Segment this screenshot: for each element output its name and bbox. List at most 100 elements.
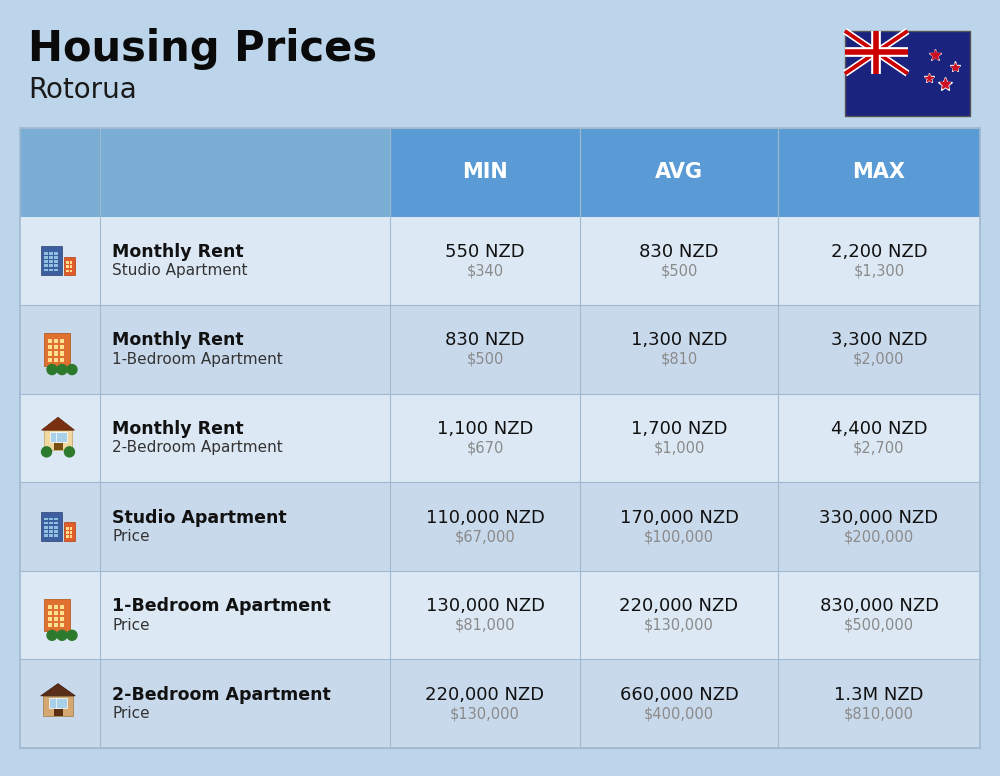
Text: Rotorua: Rotorua xyxy=(28,76,137,104)
FancyBboxPatch shape xyxy=(54,441,62,450)
FancyBboxPatch shape xyxy=(44,526,48,528)
Text: $1,300: $1,300 xyxy=(853,263,905,279)
FancyBboxPatch shape xyxy=(44,252,48,255)
Text: 130,000 NZD: 130,000 NZD xyxy=(426,598,544,615)
FancyBboxPatch shape xyxy=(44,518,48,520)
FancyBboxPatch shape xyxy=(54,256,58,258)
FancyBboxPatch shape xyxy=(70,269,72,272)
Polygon shape xyxy=(41,684,75,696)
FancyBboxPatch shape xyxy=(49,535,53,537)
Text: 110,000 NZD: 110,000 NZD xyxy=(426,508,544,527)
Text: MIN: MIN xyxy=(462,162,508,182)
Text: $130,000: $130,000 xyxy=(450,706,520,721)
FancyBboxPatch shape xyxy=(54,530,58,533)
FancyBboxPatch shape xyxy=(44,530,48,533)
FancyBboxPatch shape xyxy=(54,339,58,343)
FancyBboxPatch shape xyxy=(48,611,52,615)
Text: Price: Price xyxy=(112,529,150,544)
Text: $670: $670 xyxy=(466,441,504,456)
Text: Price: Price xyxy=(112,706,150,721)
FancyBboxPatch shape xyxy=(41,247,62,275)
FancyBboxPatch shape xyxy=(48,352,52,355)
Text: $2,700: $2,700 xyxy=(853,441,905,456)
FancyBboxPatch shape xyxy=(49,260,53,263)
Text: $340: $340 xyxy=(466,263,504,279)
Text: 330,000 NZD: 330,000 NZD xyxy=(819,508,939,527)
FancyBboxPatch shape xyxy=(49,265,53,267)
FancyBboxPatch shape xyxy=(70,531,72,534)
FancyBboxPatch shape xyxy=(54,535,58,537)
FancyBboxPatch shape xyxy=(66,261,69,264)
Text: 830 NZD: 830 NZD xyxy=(639,243,719,261)
FancyBboxPatch shape xyxy=(64,522,75,541)
FancyBboxPatch shape xyxy=(778,128,980,217)
FancyBboxPatch shape xyxy=(44,521,48,525)
Text: $200,000: $200,000 xyxy=(844,529,914,544)
Circle shape xyxy=(64,447,74,457)
FancyBboxPatch shape xyxy=(56,432,67,442)
FancyBboxPatch shape xyxy=(54,260,58,263)
FancyBboxPatch shape xyxy=(20,217,980,305)
Text: 830 NZD: 830 NZD xyxy=(445,331,525,349)
FancyBboxPatch shape xyxy=(20,571,980,660)
FancyBboxPatch shape xyxy=(20,305,980,393)
FancyBboxPatch shape xyxy=(20,483,980,571)
Text: 2-Bedroom Apartment: 2-Bedroom Apartment xyxy=(112,441,283,456)
Text: $500,000: $500,000 xyxy=(844,618,914,632)
FancyBboxPatch shape xyxy=(48,358,52,362)
FancyBboxPatch shape xyxy=(20,128,390,217)
FancyBboxPatch shape xyxy=(44,333,70,365)
FancyBboxPatch shape xyxy=(60,623,64,627)
FancyBboxPatch shape xyxy=(49,518,53,520)
Text: 4,400 NZD: 4,400 NZD xyxy=(831,420,927,438)
FancyBboxPatch shape xyxy=(56,698,67,708)
Text: $810: $810 xyxy=(660,352,698,367)
Text: Price: Price xyxy=(112,618,150,632)
FancyBboxPatch shape xyxy=(60,605,64,609)
Text: $500: $500 xyxy=(466,352,504,367)
Text: $810,000: $810,000 xyxy=(844,706,914,721)
FancyBboxPatch shape xyxy=(70,261,72,264)
Text: AVG: AVG xyxy=(655,162,703,182)
FancyBboxPatch shape xyxy=(44,260,48,263)
Text: 2,200 NZD: 2,200 NZD xyxy=(831,243,927,261)
FancyBboxPatch shape xyxy=(43,696,73,715)
Text: $81,000: $81,000 xyxy=(455,618,515,632)
FancyBboxPatch shape xyxy=(54,252,58,255)
Text: 660,000 NZD: 660,000 NZD xyxy=(620,686,738,704)
Polygon shape xyxy=(42,417,74,430)
FancyBboxPatch shape xyxy=(44,599,70,632)
FancyBboxPatch shape xyxy=(54,358,58,362)
FancyBboxPatch shape xyxy=(41,512,62,541)
Text: $500: $500 xyxy=(660,263,698,279)
FancyBboxPatch shape xyxy=(54,265,58,267)
FancyBboxPatch shape xyxy=(64,257,75,275)
FancyBboxPatch shape xyxy=(49,526,53,528)
Text: 1,300 NZD: 1,300 NZD xyxy=(631,331,727,349)
Text: Housing Prices: Housing Prices xyxy=(28,28,377,70)
Text: $67,000: $67,000 xyxy=(455,529,515,544)
FancyBboxPatch shape xyxy=(54,518,58,520)
FancyBboxPatch shape xyxy=(54,268,58,272)
FancyBboxPatch shape xyxy=(60,352,64,355)
FancyBboxPatch shape xyxy=(54,526,58,528)
Text: Monthly Rent: Monthly Rent xyxy=(112,243,244,261)
FancyBboxPatch shape xyxy=(44,535,48,537)
FancyBboxPatch shape xyxy=(48,345,52,349)
Text: Studio Apartment: Studio Apartment xyxy=(112,508,287,527)
FancyBboxPatch shape xyxy=(60,345,64,349)
FancyBboxPatch shape xyxy=(580,128,778,217)
FancyBboxPatch shape xyxy=(20,393,980,483)
Text: 1,100 NZD: 1,100 NZD xyxy=(437,420,533,438)
FancyBboxPatch shape xyxy=(54,521,58,525)
FancyBboxPatch shape xyxy=(54,352,58,355)
Text: MAX: MAX xyxy=(852,162,906,182)
FancyBboxPatch shape xyxy=(20,660,980,748)
FancyBboxPatch shape xyxy=(66,265,69,268)
FancyBboxPatch shape xyxy=(44,430,72,450)
FancyBboxPatch shape xyxy=(49,521,53,525)
FancyBboxPatch shape xyxy=(50,432,61,442)
FancyBboxPatch shape xyxy=(44,265,48,267)
FancyBboxPatch shape xyxy=(70,265,72,268)
FancyBboxPatch shape xyxy=(44,256,48,258)
